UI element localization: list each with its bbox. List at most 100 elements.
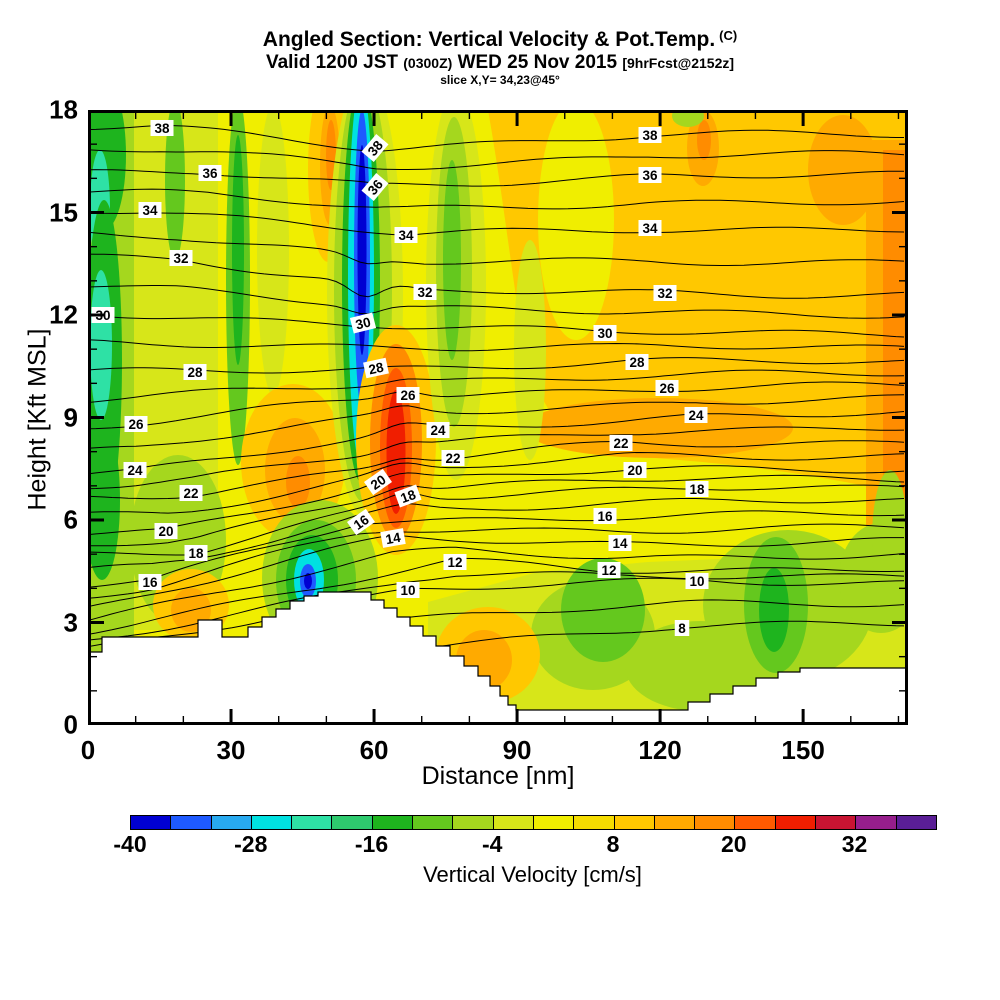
contour-label: 14 <box>380 528 406 548</box>
plot-area: 3838383636363434343232323030302828282626… <box>82 73 923 727</box>
svg-text:34: 34 <box>398 228 414 243</box>
contour-label: 28 <box>625 354 649 370</box>
svg-text:24: 24 <box>127 463 143 478</box>
contour-line <box>87 149 905 170</box>
contour-label: 24 <box>684 407 708 423</box>
svg-text:30: 30 <box>354 314 372 332</box>
colorbar-segment <box>171 816 212 829</box>
svg-text:32: 32 <box>657 286 672 301</box>
colorbar-tick-label: -28 <box>234 831 268 857</box>
contour-label: 32 <box>413 284 437 300</box>
svg-text:18: 18 <box>689 482 705 497</box>
colorbar-segment <box>211 816 252 829</box>
x-tick-label: 120 <box>638 735 682 765</box>
contour-line <box>87 451 905 514</box>
colorbar-tick-label: 32 <box>841 831 868 857</box>
contour-label: 20 <box>154 523 178 539</box>
contour-label: 8 <box>674 620 690 636</box>
y-tick-label: 18 <box>49 94 78 125</box>
svg-text:32: 32 <box>417 285 432 300</box>
colorbar-tick-label: 20 <box>720 831 747 857</box>
colorbar-segment <box>695 816 736 829</box>
colorbar-segment <box>654 816 696 829</box>
svg-text:34: 34 <box>142 203 158 218</box>
contour-label: 24 <box>123 462 147 478</box>
svg-text:18: 18 <box>399 487 419 506</box>
svg-text:22: 22 <box>613 436 628 451</box>
contour-label: 18 <box>184 545 208 561</box>
svg-text:22: 22 <box>445 451 460 466</box>
contour-label: 36 <box>198 165 222 181</box>
contour-line <box>87 523 905 599</box>
contour-label: 32 <box>653 285 677 301</box>
svg-text:28: 28 <box>187 365 203 380</box>
contour-line <box>87 169 904 187</box>
colorbar-segment <box>896 816 936 829</box>
colorbar-segment <box>251 816 293 829</box>
y-tick-label: 3 <box>63 607 78 637</box>
contour-line <box>87 577 905 648</box>
contour-label: 20 <box>623 462 647 478</box>
contour-line <box>87 474 905 547</box>
x-tick-label: 60 <box>359 735 389 765</box>
contour-label: 20 <box>363 468 393 496</box>
contour-label: 16 <box>593 508 617 524</box>
svg-text:12: 12 <box>601 563 616 578</box>
contour-label: 36 <box>638 167 662 183</box>
svg-text:26: 26 <box>659 381 675 396</box>
contour-label: 22 <box>441 450 465 466</box>
contour-label: 14 <box>608 535 632 551</box>
contour-label: 38 <box>150 120 174 136</box>
svg-text:26: 26 <box>128 417 144 432</box>
contour-line <box>87 188 905 210</box>
colorbar-segment <box>816 816 857 829</box>
colorbar-segment <box>574 816 615 829</box>
contour-label: 34 <box>394 227 418 243</box>
colorbar-segment <box>413 816 454 829</box>
svg-text:14: 14 <box>384 530 402 547</box>
contour-label: 24 <box>426 422 450 438</box>
contour-line <box>87 394 905 449</box>
colorbar-segment <box>292 816 333 829</box>
colorbar-segment <box>735 816 776 829</box>
contour-label: 34 <box>638 220 662 236</box>
contour-line <box>87 546 905 621</box>
svg-text:28: 28 <box>629 355 645 370</box>
y-tick-label: 15 <box>49 197 78 227</box>
contour-label: 16 <box>138 574 162 590</box>
x-axis-title: Distance [nm] <box>421 762 575 790</box>
contour-line <box>87 440 905 500</box>
colorbar-segment <box>493 816 534 829</box>
colorbar-segment <box>131 816 172 829</box>
contour-label: 26 <box>655 380 679 396</box>
contour-label: 22 <box>179 485 203 501</box>
terrain-profile <box>87 591 909 726</box>
x-tick-label: 30 <box>216 735 246 765</box>
svg-text:34: 34 <box>642 221 658 236</box>
svg-text:10: 10 <box>400 583 415 598</box>
svg-text:22: 22 <box>183 486 198 501</box>
valid-time-line: Valid 1200 JST (0300Z) WED 25 Nov 2015 [… <box>0 52 1000 74</box>
svg-text:38: 38 <box>642 128 658 143</box>
contour-label: 10 <box>685 573 709 589</box>
contour-line <box>87 510 905 588</box>
contour-label: 28 <box>363 357 389 379</box>
contour-label: 26 <box>124 416 148 432</box>
cross-section-canvas: 3838383636363434343232323030302828282626… <box>82 73 923 727</box>
chart-title: Angled Section: Vertical Velocity & Pot.… <box>0 28 1000 52</box>
contour-line <box>87 315 905 338</box>
contour-line <box>87 285 905 319</box>
colorbar-segment <box>332 816 373 829</box>
slice-info: slice X,Y= 34,23@45° <box>440 72 560 87</box>
colorbar-segment <box>614 816 655 829</box>
svg-text:24: 24 <box>688 408 704 423</box>
svg-text:30: 30 <box>597 326 612 341</box>
colorbar-tick-label: 8 <box>606 831 620 857</box>
x-tick-label: 0 <box>80 735 96 765</box>
contour-line <box>87 212 905 236</box>
svg-text:38: 38 <box>154 121 170 136</box>
svg-text:14: 14 <box>612 536 628 551</box>
contour-line <box>87 369 905 403</box>
svg-text:16: 16 <box>597 509 613 524</box>
